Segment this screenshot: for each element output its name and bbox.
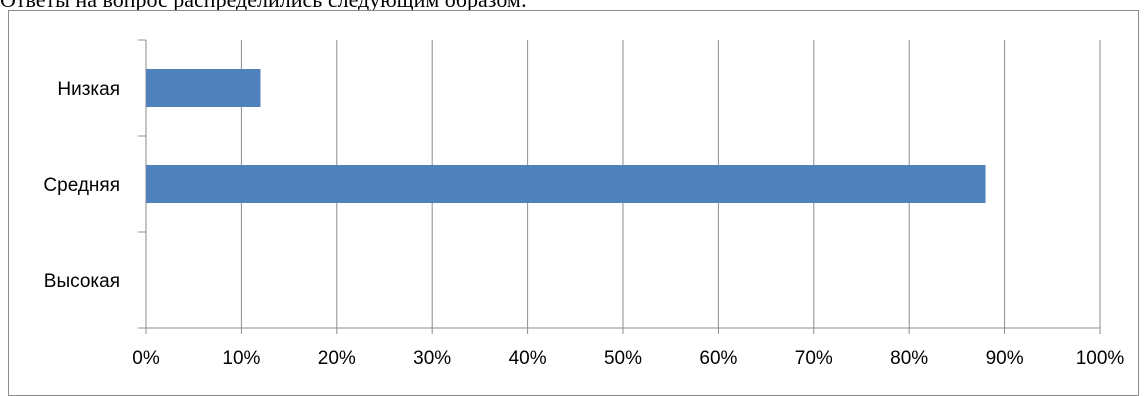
x-tick-label: 70% (795, 348, 833, 369)
x-tick-label: 50% (604, 348, 642, 369)
y-category-label: Низкая (57, 79, 120, 100)
intro-text: Ответы на вопрос распределились следующи… (0, 0, 527, 12)
y-category-label: Средняя (43, 175, 120, 196)
bar-1 (146, 69, 261, 107)
x-tick-label: 100% (1076, 348, 1125, 369)
bar-chart: 0% 10% 20% 30% 40% 50% 60% 70% 80% 90% 100% Низкая С… (43, 39, 1125, 369)
x-tick-label: 0% (132, 348, 160, 369)
bar-2 (146, 165, 986, 203)
x-tick-label: 60% (699, 348, 737, 369)
x-tick-label: 10% (222, 348, 260, 369)
x-tick-label: 30% (413, 348, 451, 369)
x-tick-label: 90% (986, 348, 1024, 369)
y-category-label: Высокая (44, 271, 120, 292)
x-tick-label: 40% (509, 348, 547, 369)
x-tick-label: 20% (318, 348, 356, 369)
x-tick-label: 80% (890, 348, 928, 369)
